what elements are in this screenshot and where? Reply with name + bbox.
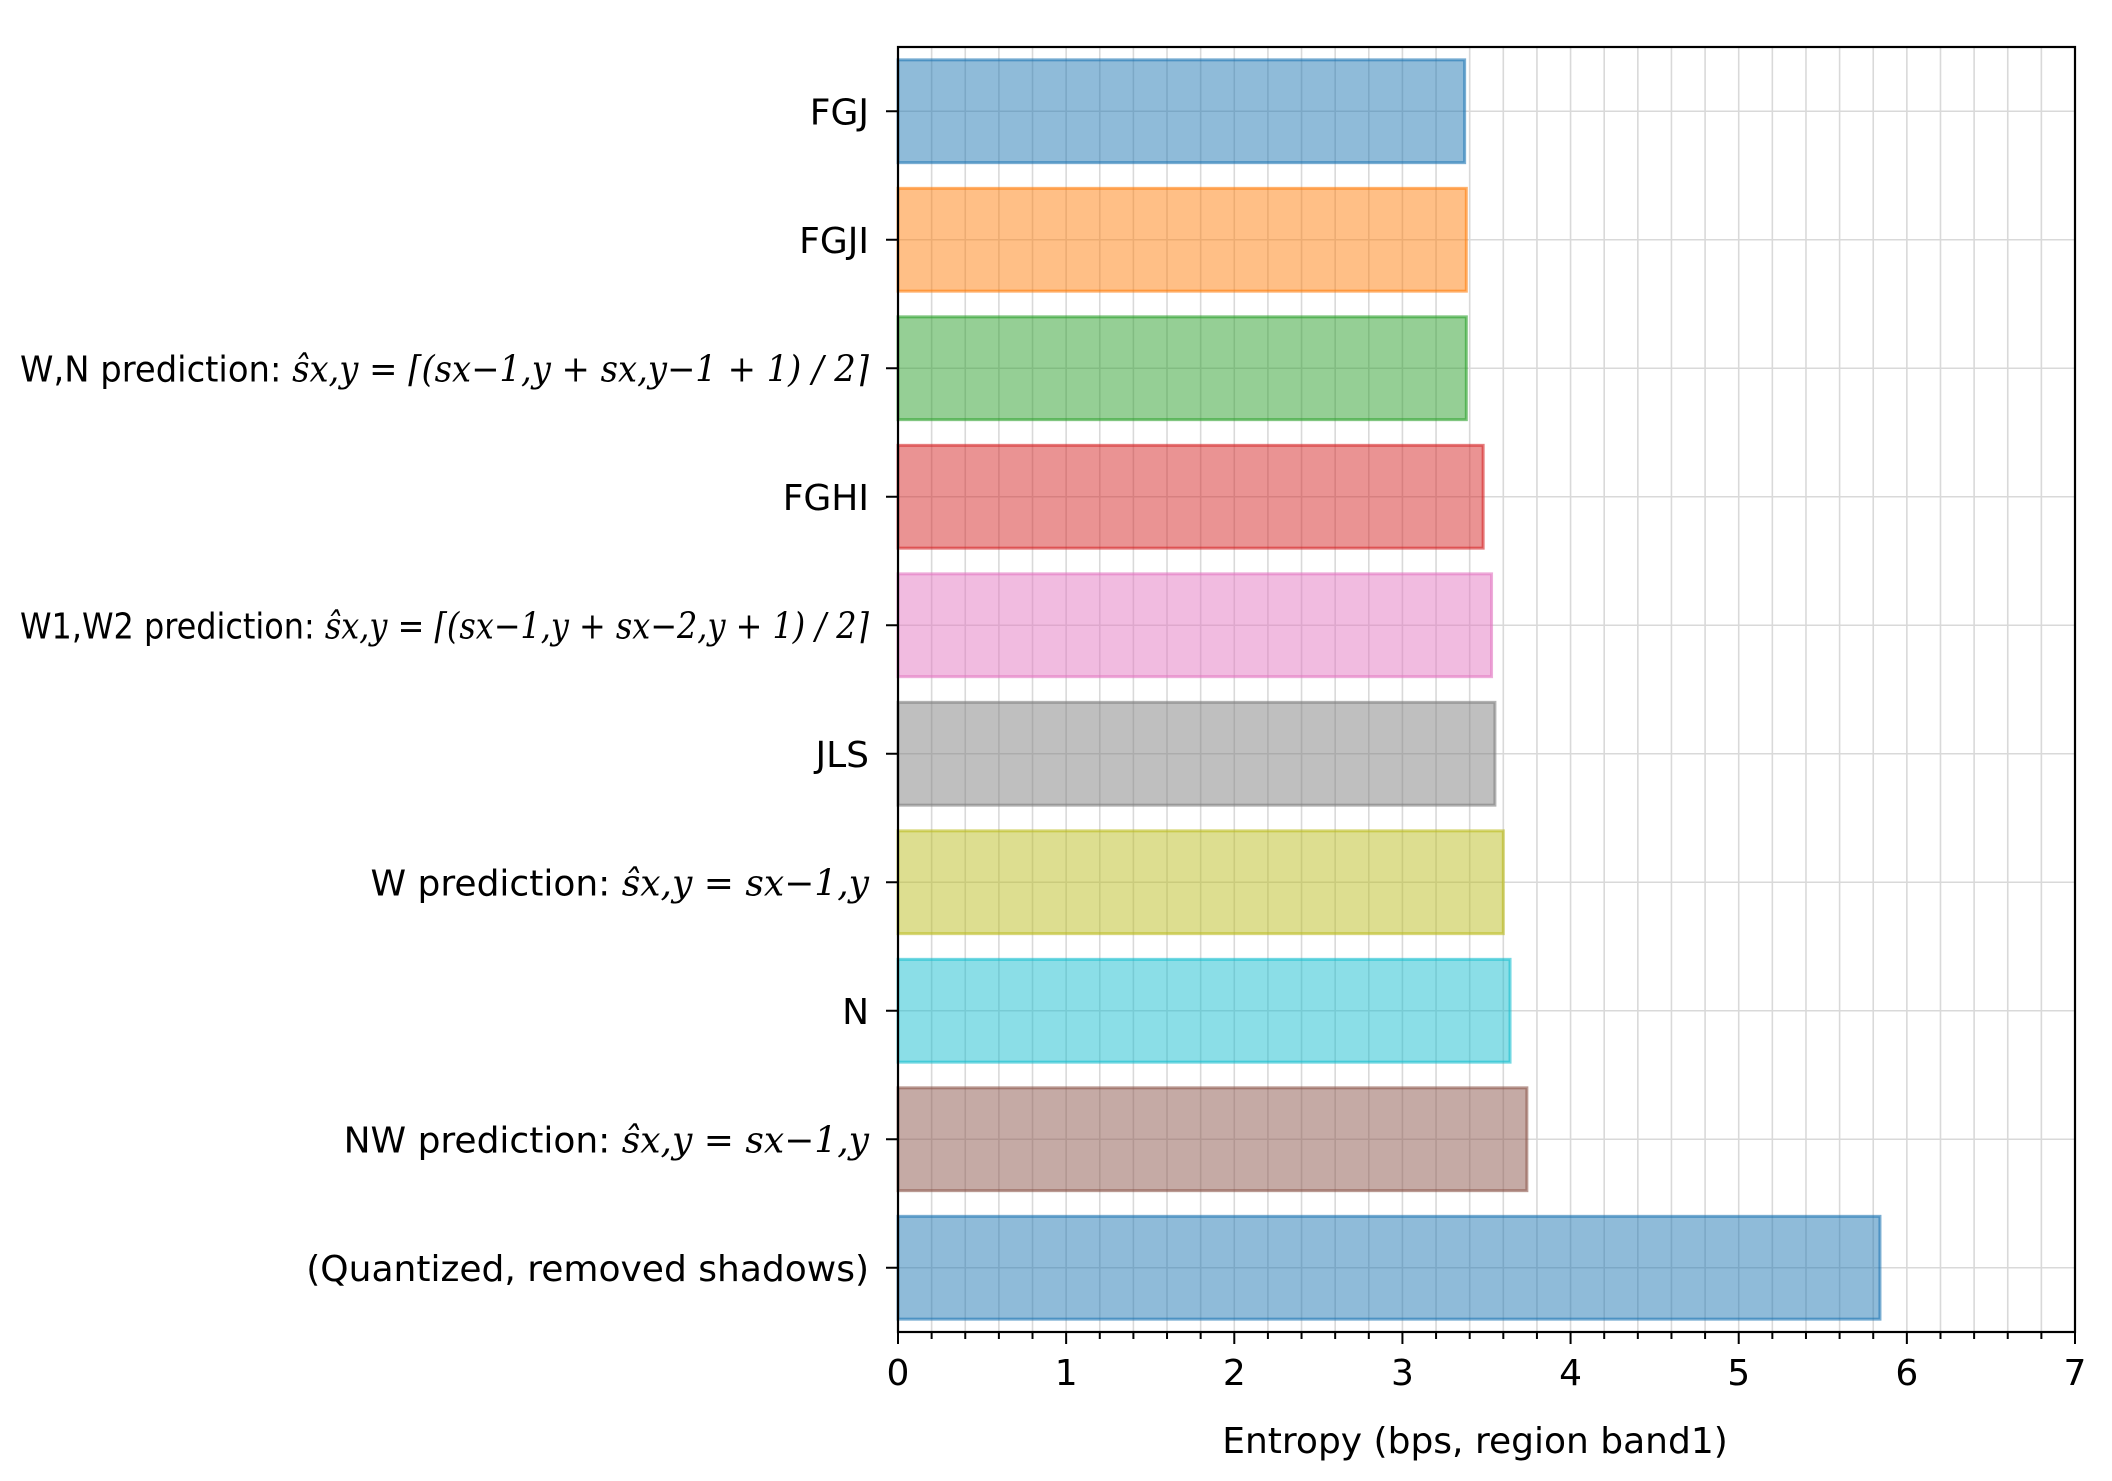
x-tick-label: 7 — [2064, 1353, 2087, 1394]
category-label: W prediction: ŝx,y = sx−1,y — [371, 863, 870, 904]
category-label-formula: ŝx,y = ⌈(sx−1,y + sx−2,y + 1) / 2⌉ — [325, 606, 870, 647]
plot-frame — [896, 45, 2077, 1334]
x-tick-label: 1 — [1055, 1353, 1078, 1394]
bar — [896, 186, 1468, 293]
category-label: N — [842, 992, 869, 1033]
category-label-formula: ŝx,y = sx−1,y — [622, 1120, 870, 1161]
category-label: JLS — [813, 735, 869, 776]
bar — [896, 572, 1494, 679]
x-tick-label: 5 — [1727, 1353, 1750, 1394]
x-tick-label: 6 — [1895, 1353, 1918, 1394]
label-layer: 0 1 2 3 4 5 6 7 FGJ FGJI W,N prediction: ŝx,y = ⌈(… — [20, 92, 2086, 1394]
category-label: FGHI — [783, 478, 869, 519]
category-label-text: FGHI — [783, 478, 869, 519]
category-label-text: NW prediction: — [344, 1120, 622, 1161]
category-label-text: W,N prediction: — [20, 349, 292, 390]
category-label-text: JLS — [813, 735, 869, 776]
x-tick-label: 2 — [1223, 1353, 1246, 1394]
x-axis-title: Entropy (bps, region band1) — [1222, 1421, 1728, 1462]
category-label-text: N — [842, 992, 869, 1033]
bar — [896, 957, 1512, 1064]
category-label-formula: ŝx,y = sx−1,y — [622, 863, 870, 904]
category-label-text: FGJ — [810, 92, 869, 133]
x-tick-label: 0 — [887, 1353, 910, 1394]
category-label: NW prediction: ŝx,y = sx−1,y — [344, 1120, 870, 1161]
category-label-text: FGJI — [799, 221, 869, 262]
category-label: FGJ — [810, 92, 869, 133]
axis-layer — [886, 45, 2077, 1344]
bar-layer — [896, 58, 1882, 1321]
category-label-formula: ŝx,y = ⌈(sx−1,y + sx,y−1 + 1) / 2⌉ — [292, 349, 870, 390]
bar — [896, 443, 1485, 550]
bar — [896, 315, 1468, 422]
x-tick-label: 4 — [1559, 1353, 1582, 1394]
x-tick-label: 3 — [1391, 1353, 1414, 1394]
bar — [896, 1214, 1882, 1321]
category-label: (Quantized, removed shadows) — [306, 1249, 869, 1290]
category-label: W,N prediction: ŝx,y = ⌈(sx−1,y + sx,y−1… — [20, 349, 870, 390]
category-label-text: W1,W2 prediction: — [20, 606, 325, 647]
bar — [896, 1086, 1529, 1193]
bar — [896, 829, 1505, 936]
category-label: FGJI — [799, 221, 869, 262]
category-label-text: (Quantized, removed shadows) — [306, 1249, 869, 1290]
category-label: W1,W2 prediction: ŝx,y = ⌈(sx−1,y + sx−2… — [20, 606, 870, 647]
bar — [896, 700, 1497, 807]
category-label-text: W prediction: — [371, 863, 622, 904]
bar — [896, 58, 1467, 165]
